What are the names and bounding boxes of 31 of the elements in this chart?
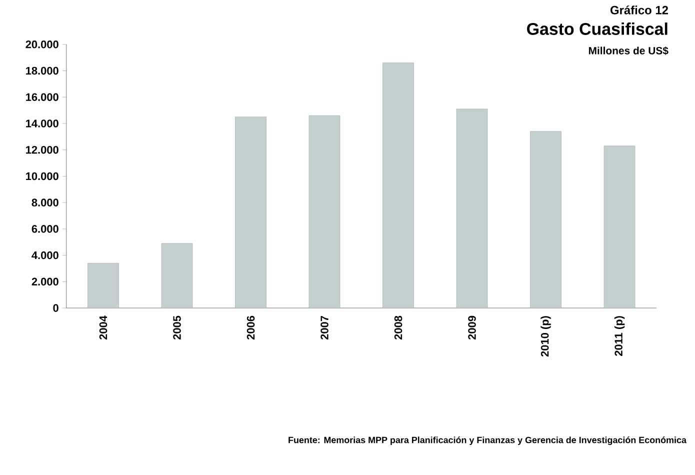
y-tick-label: 0 (53, 304, 58, 312)
x-tick-label: 2008 (394, 316, 402, 340)
bar (235, 116, 266, 308)
chart-subtitle: Millones de US$ (588, 46, 668, 56)
y-tick-label: 4.000 (32, 251, 58, 260)
x-tick-label: 2009 (468, 316, 476, 340)
x-tick-label: 2006 (246, 316, 255, 340)
y-tick-label: 2.000 (32, 278, 58, 286)
y-tick-label: 14.000 (26, 120, 58, 128)
bar (456, 108, 488, 308)
x-tick-label: 2010 (p) (540, 316, 551, 357)
bar (308, 115, 340, 308)
chart-title: Gasto Cuasifiscal (527, 22, 668, 35)
text: Gráfico 12 (610, 6, 668, 14)
y-tick-label: 10.000 (26, 172, 58, 180)
bar (88, 262, 119, 308)
y-tick-label: 12.000 (26, 146, 58, 154)
x-tick-label: 2007 (320, 316, 328, 340)
y-tick-label: 8.000 (32, 198, 58, 206)
x-tick-label: 2004 (99, 316, 108, 340)
y-tick-label: 6.000 (32, 225, 58, 233)
bar (161, 243, 193, 308)
x-tick-label: 2011 (p) (614, 316, 625, 356)
y-tick-label: 18.000 (26, 66, 58, 75)
bar (382, 62, 414, 308)
y-tick-label: 20.000 (26, 40, 58, 48)
x-tick-label: 2005 (173, 316, 181, 340)
y-tick-label: 16.000 (26, 93, 58, 101)
bar (604, 146, 636, 308)
source-note: Fuente: Memorias MPP para Planificación y Finanzas y Gerencia de Investigación Económica (288, 436, 687, 445)
bar (530, 131, 562, 308)
